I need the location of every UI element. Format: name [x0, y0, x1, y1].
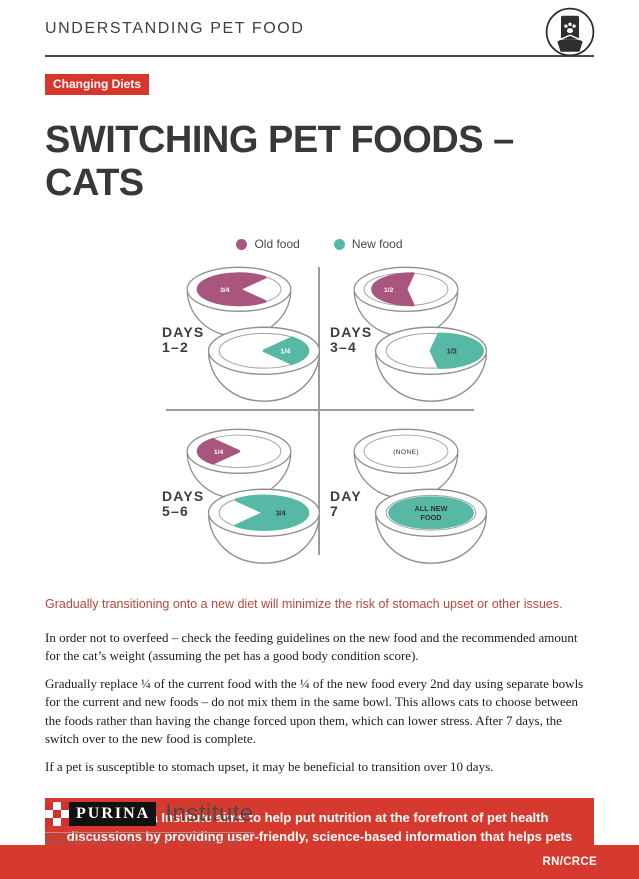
footer-code: RN/CRCE	[542, 856, 597, 868]
old-food-wedge-1-4	[196, 437, 241, 465]
legend-label-old: Old food	[254, 237, 300, 251]
old-food-wedge-3-4	[196, 272, 267, 307]
day-label-days-3-4: DAYS 3–4	[330, 324, 373, 356]
day-label-days-1-2: DAYS 1–2	[162, 324, 205, 356]
body-copy: In order not to overfeed – check the fee…	[45, 629, 594, 776]
page-title: SWITCHING PET FOODS – CATS	[45, 119, 514, 204]
old-food-bowl-day-7-empty: (NONE)	[351, 427, 461, 506]
day-label-days-5-6: DAYS 5–6	[162, 488, 205, 520]
new-food-bowl-day-7-full: ALL NEW FOOD	[372, 487, 490, 571]
svg-text:3/4: 3/4	[220, 287, 230, 294]
old-food-bowl-days-5-6: 1/4	[184, 427, 294, 506]
old-food-bowl-days-3-4: 1/2	[351, 265, 461, 344]
legend-item-old-food: Old food	[236, 237, 300, 251]
svg-text:(NONE): (NONE)	[393, 449, 419, 456]
svg-text:1/2: 1/2	[384, 287, 394, 294]
legend-item-new-food: New food	[333, 237, 403, 251]
purina-wordmark: PURINA	[69, 802, 157, 826]
old-food-dot-icon	[236, 238, 248, 250]
lead-sentence: Gradually transitioning onto a new diet …	[45, 597, 563, 611]
new-food-full-fill	[388, 496, 474, 530]
paragraph-susceptible: If a pet is susceptible to stomach upset…	[45, 758, 494, 774]
transition-diagram: DAYS 1–2 3/4 1/4 DAYS 3–4	[0, 263, 639, 577]
diagram-horizontal-divider	[166, 409, 474, 411]
svg-text:FOOD: FOOD	[421, 513, 442, 522]
new-food-bowl-days-5-6: 3/4	[205, 487, 323, 571]
institute-wordmark: Institute	[165, 800, 254, 827]
header-title: UNDERSTANDING PET FOOD	[45, 20, 305, 37]
new-food-wedge-1-2	[429, 332, 484, 369]
paragraph-replace: Gradually replace ¼ of the current food …	[45, 675, 584, 747]
new-food-bowl-days-3-4: 1/2	[372, 325, 490, 409]
changing-diets-badge: Changing Diets	[45, 74, 150, 95]
pet-food-bag-and-bowl-icon	[543, 5, 597, 59]
svg-text:3/4: 3/4	[276, 509, 286, 518]
svg-text:ALL NEW: ALL NEW	[415, 504, 448, 513]
header-divider	[45, 55, 594, 57]
new-food-bowl-days-1-2: 1/4	[205, 325, 323, 409]
svg-text:1/2: 1/2	[447, 347, 457, 356]
new-food-dot-icon	[333, 238, 345, 250]
header: UNDERSTANDING PET FOOD	[45, 20, 594, 38]
svg-text:1/4: 1/4	[214, 449, 224, 456]
purina-institute-logo: PURINA Institute Advancing Science for P…	[45, 800, 254, 846]
day-label-day-7: DAY 7	[330, 488, 362, 520]
diagram-vertical-divider	[318, 267, 320, 555]
purina-checkerboard-icon	[45, 802, 69, 826]
old-food-wedge-1-2	[371, 272, 415, 307]
new-food-wedge-3-4	[234, 494, 310, 531]
old-food-bowl-days-1-2: 3/4	[184, 265, 294, 344]
legend: Old food New food	[0, 237, 639, 251]
paragraph-overfeed: In order not to overfeed – check the fee…	[45, 630, 578, 664]
footer-bar: RN/CRCE	[0, 845, 639, 879]
logo-tagline: Advancing Science for Pet Health	[45, 837, 241, 846]
legend-label-new: New food	[351, 237, 403, 251]
logo-divider	[45, 832, 254, 833]
svg-text:1/4: 1/4	[280, 347, 290, 356]
new-food-wedge-1-4	[262, 336, 310, 366]
